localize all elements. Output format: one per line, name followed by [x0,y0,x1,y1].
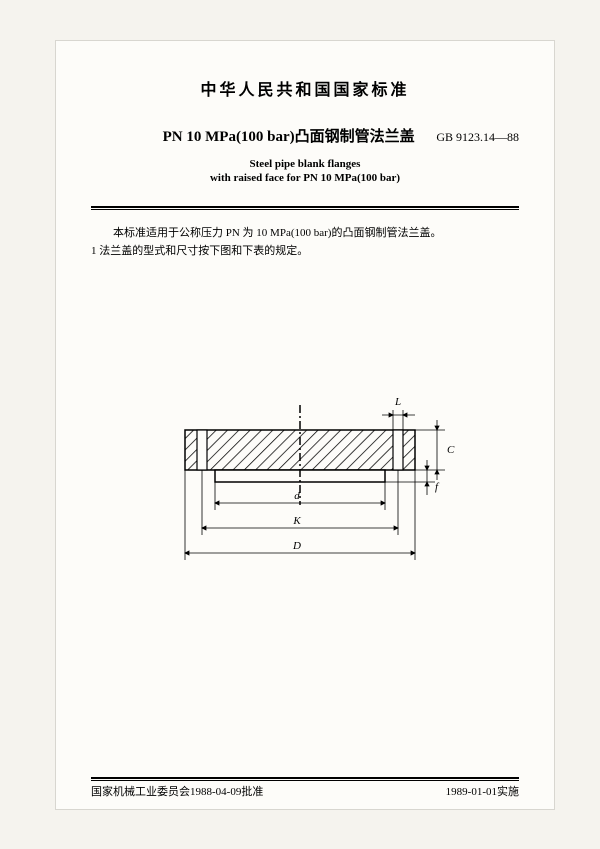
body-para-2: 1 法兰盖的型式和尺寸按下图和下表的规定。 [91,243,519,261]
label-K: K [292,515,301,527]
title-row: PN 10 MPa(100 bar)凸面钢制管法兰盖 GB 9123.14—88 [91,125,519,146]
label-d: d [294,490,300,502]
footer-left: 国家机械工业委员会1988-04-09批准 [91,783,263,799]
flange-diagram: L C f [91,375,519,600]
footer-divider [91,777,519,781]
footer: 国家机械工业委员会1988-04-09批准 1989-01-01实施 [91,783,519,799]
main-title: PN 10 MPa(100 bar)凸面钢制管法兰盖 [91,125,436,146]
subtitle-en-2: with raised face for PN 10 MPa(100 bar) [91,172,519,184]
subtitle-en-1: Steel pipe blank flanges [91,158,519,170]
standard-code: GB 9123.14—88 [436,130,519,145]
body-para-1: 本标准适用于公称压力 PN 为 10 MPa(100 bar)的凸面钢制管法兰盖… [91,225,519,243]
label-D: D [292,540,301,552]
org-title: 中华人民共和国国家标准 [91,76,519,100]
label-f: f [435,481,440,493]
divider [91,206,519,210]
label-C: C [447,444,455,456]
label-L: L [394,396,401,408]
footer-right: 1989-01-01实施 [446,783,519,799]
